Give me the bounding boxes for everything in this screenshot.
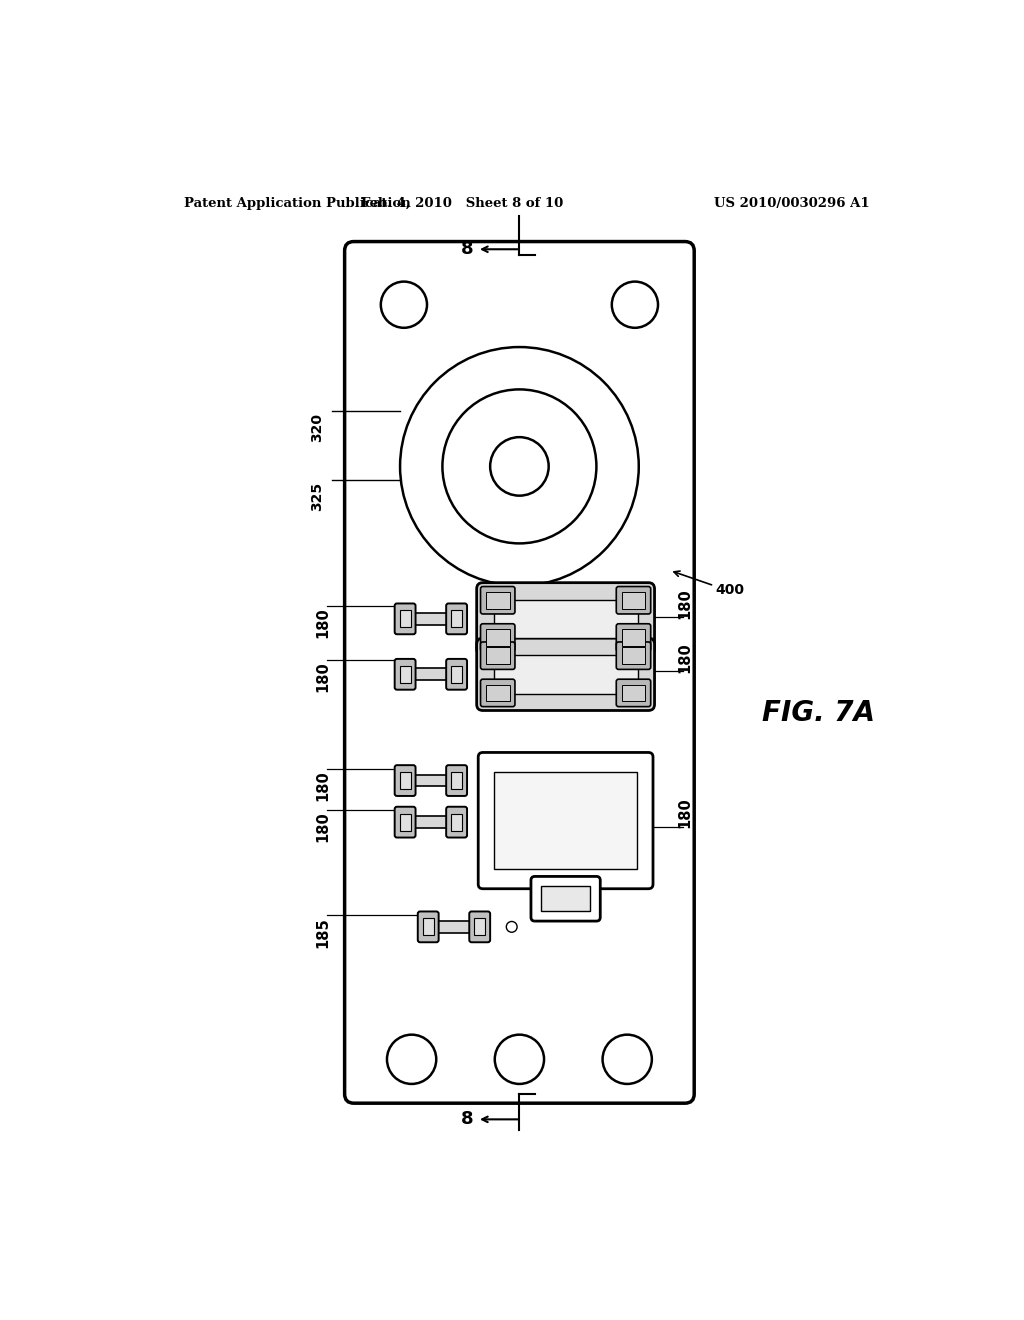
Text: 8: 8 <box>461 240 473 259</box>
Bar <box>423 919 433 936</box>
Bar <box>412 668 450 680</box>
Bar <box>452 610 462 627</box>
Text: US 2010/0030296 A1: US 2010/0030296 A1 <box>714 197 869 210</box>
Bar <box>622 591 645 609</box>
Bar <box>486 591 510 609</box>
FancyBboxPatch shape <box>616 642 650 669</box>
FancyBboxPatch shape <box>345 242 694 1104</box>
FancyBboxPatch shape <box>477 638 654 710</box>
Circle shape <box>506 921 517 932</box>
Text: Patent Application Publication: Patent Application Publication <box>184 197 412 210</box>
Text: 180: 180 <box>315 771 331 801</box>
Bar <box>474 919 485 936</box>
FancyBboxPatch shape <box>446 603 467 635</box>
FancyBboxPatch shape <box>480 642 515 669</box>
Bar <box>486 630 510 645</box>
FancyBboxPatch shape <box>616 680 650 706</box>
Bar <box>622 685 645 701</box>
FancyBboxPatch shape <box>446 807 467 837</box>
Bar <box>452 772 462 789</box>
Circle shape <box>400 347 639 586</box>
FancyBboxPatch shape <box>616 586 650 614</box>
Text: Feb. 4, 2010   Sheet 8 of 10: Feb. 4, 2010 Sheet 8 of 10 <box>360 197 563 210</box>
Bar <box>622 630 645 645</box>
Bar <box>486 685 510 701</box>
Bar <box>486 647 510 664</box>
FancyBboxPatch shape <box>531 876 600 921</box>
Text: 325: 325 <box>310 482 324 511</box>
FancyBboxPatch shape <box>469 911 490 942</box>
Bar <box>412 775 450 787</box>
FancyBboxPatch shape <box>394 766 416 796</box>
Text: 180: 180 <box>315 812 331 842</box>
Text: 185: 185 <box>315 917 331 948</box>
Text: 180: 180 <box>678 589 692 619</box>
FancyBboxPatch shape <box>478 752 653 888</box>
FancyBboxPatch shape <box>616 624 650 651</box>
Text: 180: 180 <box>315 661 331 692</box>
Circle shape <box>495 1035 544 1084</box>
FancyBboxPatch shape <box>480 680 515 706</box>
Bar <box>399 610 411 627</box>
Bar <box>435 921 473 933</box>
Text: 8: 8 <box>461 1110 473 1129</box>
Circle shape <box>490 437 549 496</box>
Circle shape <box>387 1035 436 1084</box>
FancyBboxPatch shape <box>394 807 416 837</box>
Bar <box>399 772 411 789</box>
Text: 400: 400 <box>716 582 744 597</box>
Text: 180: 180 <box>678 642 692 673</box>
FancyBboxPatch shape <box>480 586 515 614</box>
Circle shape <box>602 1035 652 1084</box>
Circle shape <box>611 281 658 327</box>
Text: FIG. 7A: FIG. 7A <box>762 698 874 727</box>
FancyBboxPatch shape <box>477 582 654 655</box>
Bar <box>452 665 462 682</box>
Text: 180: 180 <box>315 607 331 638</box>
Circle shape <box>442 389 596 544</box>
FancyBboxPatch shape <box>480 624 515 651</box>
FancyBboxPatch shape <box>446 766 467 796</box>
Bar <box>622 647 645 664</box>
FancyBboxPatch shape <box>446 659 467 689</box>
Text: 320: 320 <box>310 412 324 441</box>
Bar <box>494 599 638 638</box>
FancyBboxPatch shape <box>394 659 416 689</box>
FancyBboxPatch shape <box>394 603 416 635</box>
Bar <box>494 655 638 693</box>
Bar <box>495 772 637 870</box>
FancyBboxPatch shape <box>418 911 438 942</box>
Bar <box>399 665 411 682</box>
Bar <box>412 612 450 624</box>
Bar <box>452 813 462 830</box>
Bar <box>412 816 450 828</box>
Text: 180: 180 <box>678 797 692 829</box>
Bar <box>399 813 411 830</box>
Circle shape <box>381 281 427 327</box>
Bar <box>541 887 590 911</box>
